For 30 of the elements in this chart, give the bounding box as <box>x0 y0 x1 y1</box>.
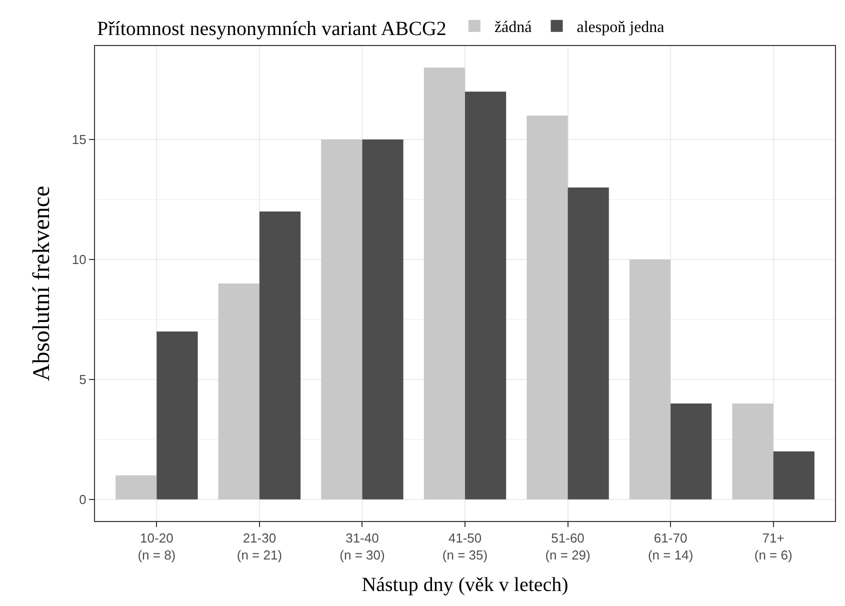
x-tick-label: 10-20 (n = 8) <box>138 530 176 562</box>
bar <box>218 284 260 500</box>
y-tick-label: 15 <box>72 132 86 148</box>
y-axis-title: Absolutní frekvence <box>29 186 56 382</box>
bar <box>362 140 404 500</box>
bar <box>568 188 609 500</box>
bar <box>116 475 157 500</box>
legend-title: Přítomnost nesynonymních variant ABCG2 <box>97 18 446 40</box>
y-tick-label: 10 <box>72 252 86 268</box>
bar <box>773 451 814 500</box>
x-tick-label: 61-70 (n = 14) <box>648 530 694 562</box>
bar <box>526 116 568 500</box>
bar <box>156 331 198 500</box>
bar <box>732 403 774 500</box>
bar <box>629 260 671 500</box>
legend-label: alespoň jedna <box>576 19 664 36</box>
bar <box>424 68 465 500</box>
x-tick-label: 31-40 (n = 30) <box>340 530 385 562</box>
x-tick-label: 51-60 (n = 29) <box>545 530 590 562</box>
y-tick-label: 0 <box>79 492 86 507</box>
legend-label: žádná <box>494 19 532 36</box>
y-tick-label: 5 <box>79 372 86 388</box>
x-tick-label: 41-50 (n = 35) <box>442 530 488 562</box>
bar <box>321 140 362 500</box>
x-tick-label: 71+ (n = 6) <box>754 530 792 562</box>
bar <box>670 403 712 500</box>
bar <box>259 212 301 500</box>
x-axis-title: Nástup dny (věk v letech) <box>362 574 568 596</box>
bar <box>465 92 506 500</box>
x-tick-label: 21-30 (n = 21) <box>236 530 282 562</box>
